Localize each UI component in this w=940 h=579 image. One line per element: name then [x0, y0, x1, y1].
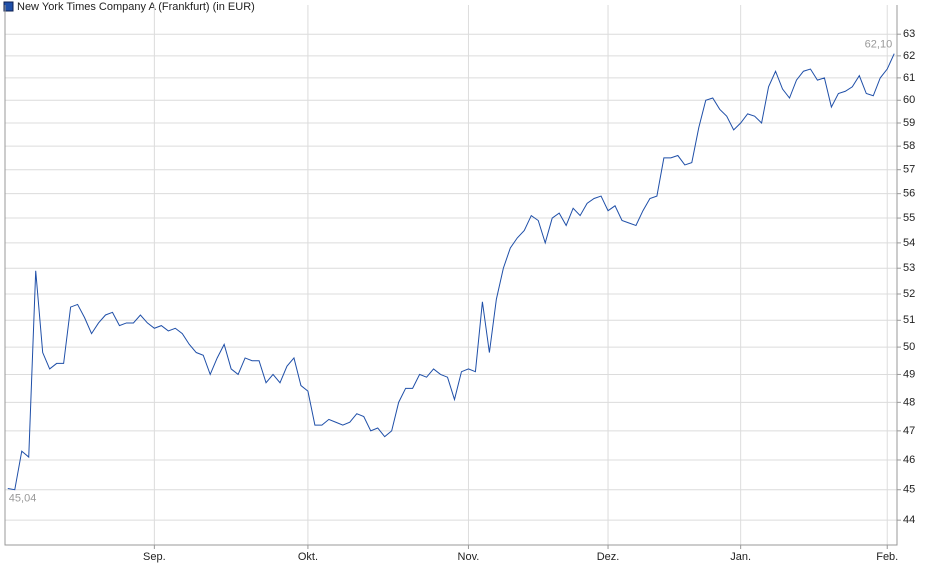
x-tick-label: Okt. [298, 551, 318, 563]
y-tick-label: 57 [903, 164, 915, 176]
x-tick-label: Feb. [876, 551, 898, 563]
y-tick-label: 60 [903, 94, 915, 106]
y-tick-label: 47 [903, 425, 915, 437]
end-label: 62,10 [865, 39, 893, 51]
y-tick-label: 58 [903, 140, 915, 152]
plot-frame [4, 5, 898, 546]
y-tick-label: 56 [903, 188, 915, 200]
x-tick-label: Jan. [730, 551, 751, 563]
y-tick-label: 52 [903, 288, 915, 300]
x-tick-label: Nov. [458, 551, 480, 563]
y-tick-label: 53 [903, 262, 915, 274]
y-tick-label: 62 [903, 50, 915, 62]
y-tick-label: 49 [903, 368, 915, 380]
y-tick-label: 46 [903, 454, 915, 466]
y-tick-label: 59 [903, 117, 915, 129]
x-tick-label: Dez. [597, 551, 620, 563]
y-tick-label: 44 [903, 514, 915, 526]
price-line [7, 53, 895, 491]
y-tick-label: 63 [903, 28, 915, 40]
y-tick-label: 54 [903, 237, 915, 249]
y-tick-label: 50 [903, 341, 915, 353]
legend-label: New York Times Company A (Frankfurt) (in… [17, 1, 255, 13]
y-tick-label: 48 [903, 396, 915, 408]
x-tick-label: Sep. [143, 551, 166, 563]
y-tick-label: 51 [903, 314, 915, 326]
y-tick-label: 61 [903, 72, 915, 84]
legend-swatch [3, 1, 14, 12]
y-tick-label: 45 [903, 484, 915, 496]
y-tick-label: 55 [903, 212, 915, 224]
start-label: 45,04 [9, 492, 37, 504]
